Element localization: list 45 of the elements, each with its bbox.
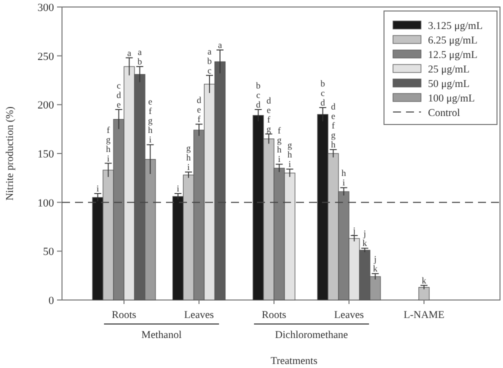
- y-tick-label: 250: [38, 50, 54, 63]
- x-tick-label: Roots: [112, 310, 136, 321]
- data-label: f g h i: [277, 126, 282, 164]
- legend-label: 50 μg/mL: [428, 79, 470, 90]
- y-tick-label: 200: [38, 100, 54, 112]
- data-label: a: [127, 48, 132, 58]
- data-label: f g h i: [106, 124, 111, 164]
- y-tick-label: 150: [38, 148, 54, 160]
- data-label: k: [422, 275, 427, 286]
- text: Dichloromethane: [275, 330, 348, 341]
- y-tick-label: 0: [48, 295, 54, 307]
- legend-label: 12.5 μg/mL: [428, 50, 478, 61]
- data-label: i: [176, 184, 180, 194]
- y-tick-label: 300: [38, 2, 54, 14]
- data-label: a b c: [207, 46, 212, 76]
- y-tick-label: 100: [38, 197, 54, 210]
- x-tick-label: Leaves: [184, 310, 214, 321]
- data-label: j k: [372, 254, 378, 274]
- data-label: i: [96, 184, 100, 194]
- legend-label: 3.125 μg/mL: [428, 21, 483, 32]
- data-label: g h i: [186, 143, 192, 172]
- x-tick-label: Roots: [262, 310, 286, 321]
- data-label: b c d: [256, 80, 261, 110]
- x-tick-label: L-NAME: [404, 310, 444, 321]
- legend-label: 6.25 μg/mL: [428, 36, 478, 46]
- data-label: d e f: [196, 95, 202, 124]
- legend-label: Control: [428, 108, 460, 119]
- data-label: c d e: [116, 80, 122, 110]
- data-label: g h i: [288, 140, 292, 170]
- text: Methanol: [141, 330, 182, 341]
- data-label: d e f g: [266, 95, 272, 134]
- data-label: b c d: [320, 78, 326, 108]
- data-label: e f g h i: [148, 96, 153, 145]
- data-label: h i: [342, 168, 346, 188]
- y-tick-label: 50: [43, 246, 54, 258]
- data-label: j: [352, 226, 356, 236]
- legend-label: 100 μg/mL: [428, 94, 475, 104]
- x-tick-label: Leaves: [334, 310, 364, 321]
- y-axis-title: Nitrite production (%): [5, 106, 16, 200]
- x-axis-title: Treatments: [270, 356, 318, 367]
- legend-label: 25 μg/mL: [428, 64, 470, 76]
- data-label: a b: [138, 47, 142, 67]
- data-label: a: [218, 40, 222, 50]
- data-label: j k: [362, 228, 368, 248]
- data-label: d e f g h: [331, 102, 336, 150]
